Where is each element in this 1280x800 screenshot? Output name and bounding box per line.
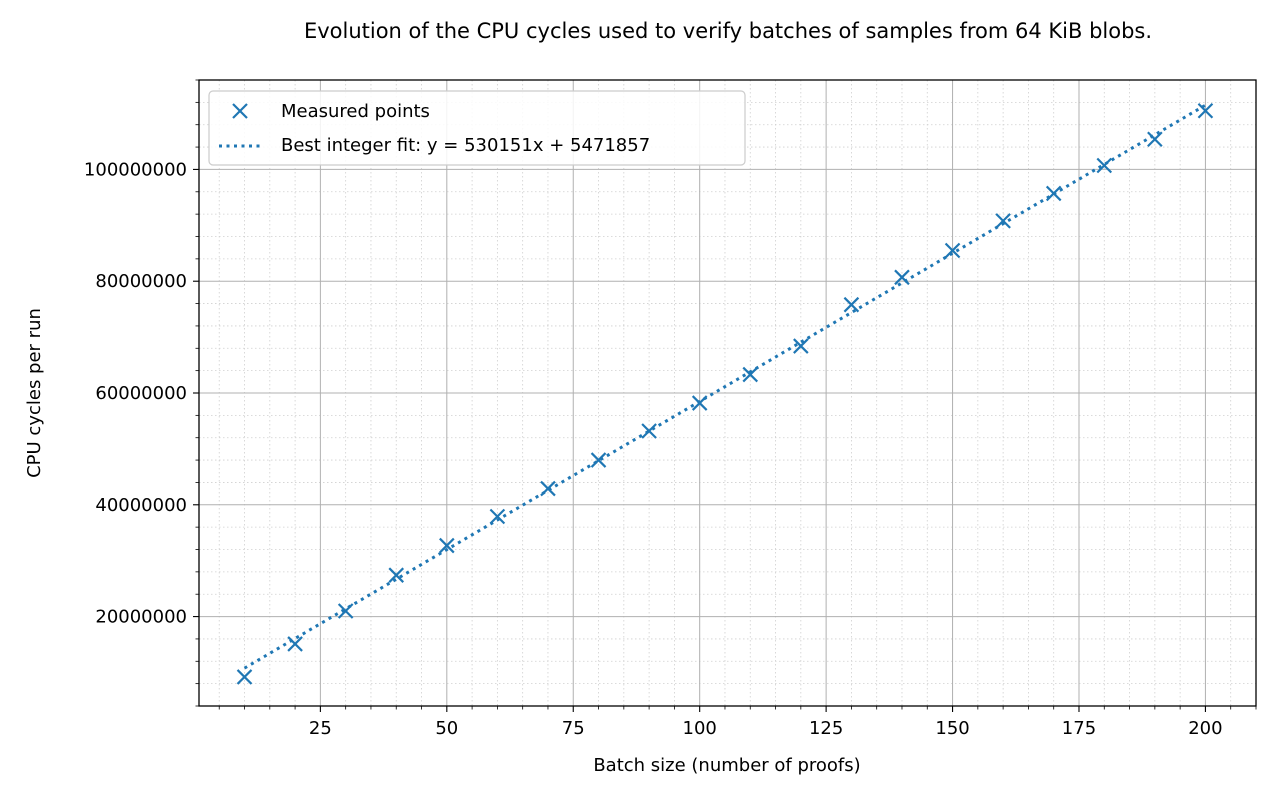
x-tick-label: 75 — [562, 718, 585, 739]
data-point — [995, 213, 1011, 229]
data-point — [540, 480, 556, 497]
legend-marker-x-icon — [232, 103, 248, 119]
x-tick-label: 125 — [809, 718, 843, 739]
data-point-stroke — [641, 423, 657, 439]
y-tick-label: 100000000 — [84, 159, 187, 180]
fit-line — [243, 103, 1207, 670]
data-point — [944, 242, 961, 259]
legend-label-measured: Measured points — [281, 101, 430, 122]
data-point-stroke — [1197, 102, 1214, 119]
y-tick-label: 80000000 — [95, 271, 187, 292]
data-point-stroke — [691, 395, 708, 411]
data-point-stroke — [793, 338, 809, 354]
data-point-stroke — [540, 480, 556, 497]
x-axis-label: Batch size (number of proofs) — [593, 755, 860, 776]
data-point-stroke — [1147, 131, 1163, 148]
data-point-stroke — [236, 669, 253, 685]
data-point-stroke — [489, 508, 506, 525]
y-tick-label: 60000000 — [95, 383, 187, 404]
data-point — [236, 669, 253, 685]
legend: Measured points Best integer fit: y = 53… — [208, 90, 746, 166]
data-point — [691, 395, 708, 411]
legend-box — [208, 90, 746, 166]
data-point — [843, 296, 860, 313]
data-point — [793, 338, 809, 354]
data-point — [590, 452, 607, 468]
data-point-stroke — [843, 296, 860, 313]
data-point-stroke — [388, 567, 405, 583]
data-point-stroke — [1096, 157, 1113, 174]
data-point-stroke — [337, 603, 354, 619]
data-point-stroke — [944, 242, 961, 259]
data-point — [1147, 131, 1163, 148]
data-point-stroke — [439, 537, 455, 554]
x-tick-label: 200 — [1188, 718, 1222, 739]
data-point-stroke — [742, 366, 759, 383]
major-grid — [199, 80, 1256, 706]
data-point — [1197, 102, 1214, 119]
legend-marker-stroke — [232, 103, 248, 119]
axis-ticks: 25 50 75 100 125 150 175 200 20000000 40000000 600… — [84, 79, 1257, 739]
data-point — [894, 269, 910, 286]
y-tick-label: 40000000 — [95, 495, 187, 516]
x-tick-label: 25 — [309, 718, 332, 739]
data-point-stroke — [995, 213, 1011, 229]
data-point — [287, 636, 303, 652]
data-point — [388, 567, 405, 583]
data-point-stroke — [894, 269, 910, 286]
data-point — [439, 537, 455, 554]
data-point — [1096, 157, 1113, 174]
x-tick-label: 175 — [1062, 718, 1096, 739]
data-point-stroke — [1045, 185, 1062, 202]
data-point-stroke — [590, 452, 607, 468]
chart-title: Evolution of the CPU cycles used to veri… — [304, 19, 1152, 43]
data-point — [742, 366, 759, 383]
legend-label-fit: Best integer fit: y = 530151x + 5471857 — [281, 135, 650, 156]
data-point — [1045, 185, 1062, 202]
data-point-stroke — [287, 636, 303, 652]
x-tick-label: 50 — [435, 718, 458, 739]
x-tick-label: 150 — [935, 718, 969, 739]
data-point — [489, 508, 506, 525]
plot-area — [236, 102, 1214, 685]
data-point — [641, 423, 657, 439]
y-axis-label: CPU cycles per run — [24, 308, 45, 478]
data-point — [337, 603, 354, 619]
y-tick-label: 20000000 — [95, 607, 187, 628]
x-tick-label: 100 — [683, 718, 717, 739]
